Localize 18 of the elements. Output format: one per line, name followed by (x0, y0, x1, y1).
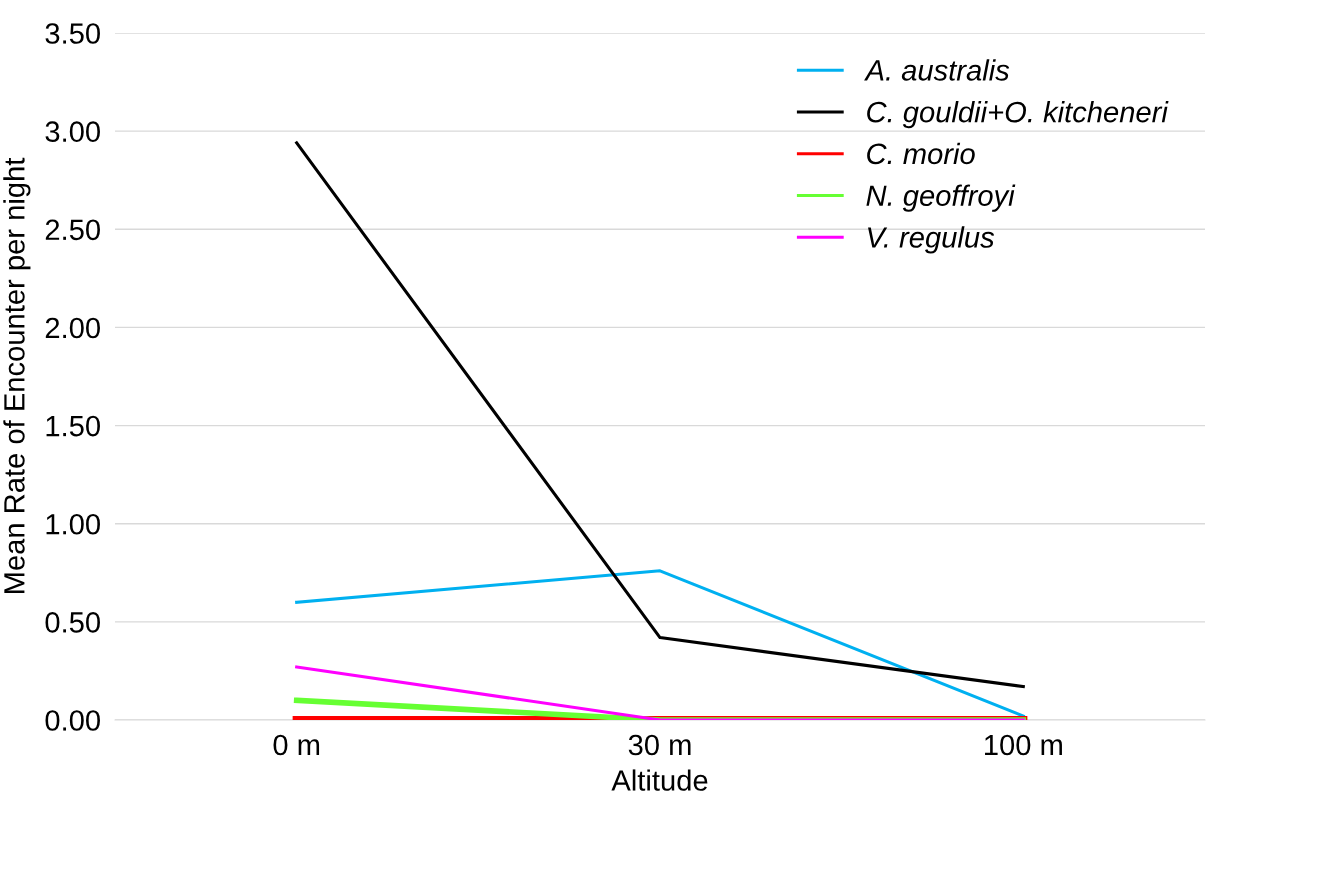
x-tick-label: 0 m (273, 734, 320, 756)
y-tick-label: 0.00 (45, 710, 100, 731)
legend-label: C. gouldii+O. kitcheneri (867, 101, 1169, 129)
legend-label: A. australis (864, 59, 1010, 81)
x-tick-label: 30 m (628, 734, 691, 756)
y-tick-label: 3.00 (45, 121, 100, 142)
y-tick-label: 3.50 (45, 23, 100, 44)
legend-label: V. regulus (868, 226, 995, 254)
y-tick-label: 2.00 (45, 317, 100, 339)
y-tick-label: 1.00 (46, 513, 100, 535)
y-axis-title: Mean Rate of Encounter per night (3, 157, 31, 593)
y-tick-label: 0.50 (45, 612, 100, 633)
legend-label: N. geoffroyi (866, 184, 1016, 212)
y-tick-label: 2.50 (45, 219, 100, 241)
x-axis-title: Altitude (611, 769, 708, 791)
y-tick-label: 1.50 (46, 415, 100, 437)
legend-label: C. morio (867, 142, 975, 165)
x-tick-label: 100 m (985, 734, 1062, 756)
